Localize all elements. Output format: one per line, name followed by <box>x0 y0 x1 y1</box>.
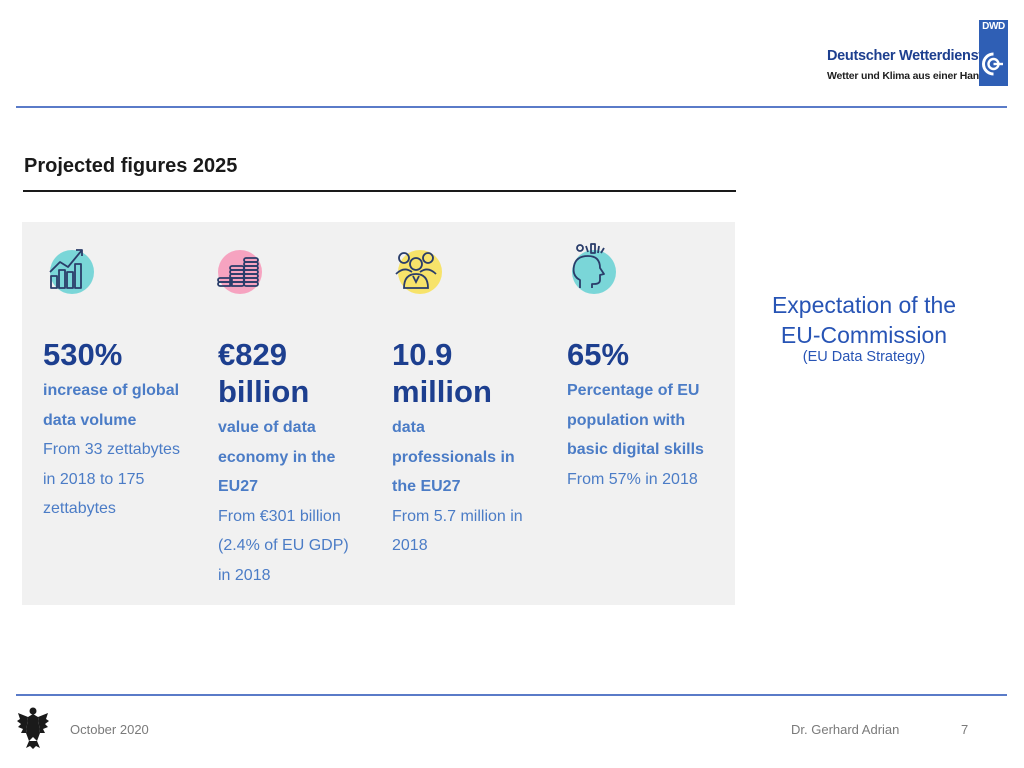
stat-column-digital-skills: 65% Percentage of EU population with bas… <box>567 336 732 494</box>
dwd-logo-label: DWD <box>982 21 1005 32</box>
stat-column-data-volume: 530% increase of global data volume From… <box>43 336 208 524</box>
stat-note: From 57% in 2018 <box>567 470 698 488</box>
logo-tagline: Wetter und Klima aus einer Hand <box>827 70 986 82</box>
coin-stack-icon <box>204 240 268 304</box>
people-group-icon <box>384 240 448 304</box>
stat-subtitle: data professionals in the EU27 <box>392 419 515 495</box>
stat-subtitle: Percentage of EU population with basic d… <box>567 382 704 458</box>
dwd-logo-icon: DWD <box>979 20 1008 86</box>
stat-value: €829 billion <box>218 337 310 409</box>
stat-note: From 5.7 million in 2018 <box>392 507 523 555</box>
federal-eagle-icon <box>16 705 50 749</box>
stat-value: 65% <box>567 337 630 372</box>
footer-divider <box>16 694 1007 696</box>
page-title: Projected figures 2025 <box>24 155 238 177</box>
stat-subtitle: increase of global data volume <box>43 382 180 429</box>
stat-column-data-professionals: 10.9 million data professionals in the E… <box>392 336 557 561</box>
page-number: 7 <box>961 722 969 737</box>
chart-growth-icon <box>36 240 100 304</box>
side-note-source: (EU Data Strategy) <box>802 349 926 365</box>
stat-value: 10.9 million <box>392 337 492 409</box>
head-ideas-icon <box>558 240 622 304</box>
footer-author: Dr. Gerhard Adrian <box>791 722 900 737</box>
stat-column-data-economy: €829 billion value of data economy in th… <box>218 336 383 590</box>
stat-value: 530% <box>43 337 123 372</box>
footer-date: October 2020 <box>70 722 149 737</box>
stat-note: From 33 zettabytes in 2018 to 175 zettab… <box>43 441 180 517</box>
figures-panel <box>22 222 735 605</box>
title-underline <box>23 190 736 192</box>
stat-subtitle: value of data economy in the EU27 <box>218 419 336 495</box>
logo-title: Deutscher Wetterdienst <box>827 48 983 64</box>
header-divider <box>16 106 1007 108</box>
side-note-heading: Expectation of the EU-Commission <box>771 292 957 348</box>
stat-note: From €301 billion (2.4% of EU GDP) in 20… <box>218 507 349 584</box>
